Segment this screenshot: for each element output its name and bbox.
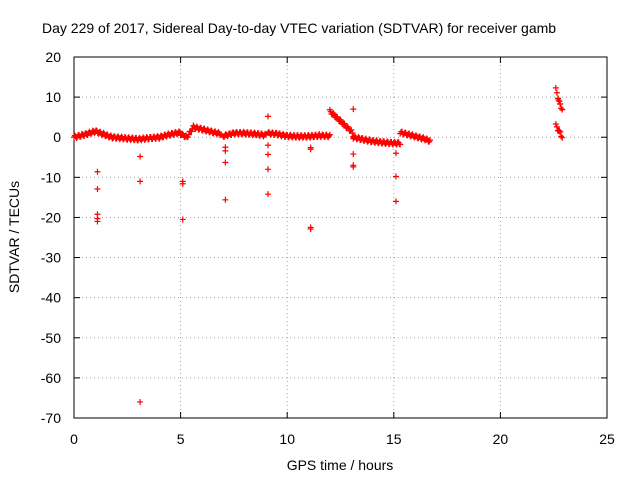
outlier-point	[392, 150, 399, 157]
axis-ticks	[73, 56, 608, 419]
data-point	[349, 129, 356, 136]
outlier-point	[350, 106, 357, 113]
y-tick-label: -20	[41, 209, 61, 225]
data-point	[559, 106, 566, 113]
x-tick-label: 25	[599, 431, 615, 447]
y-tick-label: -30	[41, 250, 61, 266]
outlier-point	[94, 218, 101, 225]
data-point	[423, 135, 430, 142]
outlier-point	[307, 226, 314, 233]
outlier-point	[350, 163, 357, 170]
outlier-point	[179, 216, 186, 223]
data-point	[552, 120, 559, 127]
x-tick-label: 15	[386, 431, 402, 447]
data-point	[557, 101, 564, 108]
plot-frame	[73, 56, 608, 419]
data-point	[557, 129, 564, 136]
x-tick-labels: 0 5 10 15 20 25	[70, 431, 615, 447]
outlier-point	[179, 180, 186, 187]
data-point	[556, 127, 563, 134]
outlier-point	[137, 153, 144, 160]
data-point	[555, 97, 562, 104]
data-point	[185, 131, 192, 138]
chart-title: Day 229 of 2017, Sidereal Day-to-day VTE…	[42, 20, 556, 36]
outlier-point	[94, 168, 101, 175]
outlier-point	[392, 198, 399, 205]
y-tick-label: -40	[41, 290, 61, 306]
outlier-point	[265, 142, 272, 149]
y-tick-label: 10	[45, 89, 61, 105]
data-point	[558, 105, 565, 112]
data-point	[188, 128, 195, 135]
y-tick-label: -60	[41, 370, 61, 386]
data-point	[427, 137, 434, 144]
data-point	[326, 131, 333, 138]
data-point	[559, 134, 566, 141]
data-point	[553, 89, 560, 96]
outlier-point	[350, 151, 357, 158]
outlier-point	[94, 185, 101, 192]
outlier-point	[392, 173, 399, 180]
y-tick-label: 0	[53, 129, 61, 145]
data-points	[71, 84, 566, 405]
outlier-point	[265, 151, 272, 158]
outlier-point	[222, 196, 229, 203]
y-tick-labels: -70 -60 -50 -40 -30 -20 -10 0 10 20	[41, 49, 61, 426]
outlier-point	[265, 166, 272, 173]
data-point	[558, 133, 565, 140]
data-point	[179, 130, 186, 137]
y-axis-label: SDTVAR / TECUs	[6, 181, 22, 293]
y-tick-label: 20	[45, 49, 61, 65]
x-tick-label: 0	[70, 431, 78, 447]
x-tick-label: 5	[177, 431, 185, 447]
data-point	[552, 84, 559, 91]
outlier-point	[222, 159, 229, 166]
data-point	[100, 129, 107, 136]
outlier-point	[137, 398, 144, 405]
y-tick-label: -70	[41, 410, 61, 426]
data-point	[556, 98, 563, 105]
outlier-point	[137, 178, 144, 185]
outlier-point	[265, 191, 272, 198]
data-point	[397, 141, 404, 148]
data-point	[553, 123, 560, 130]
x-tick-label: 10	[279, 431, 295, 447]
x-tick-label: 20	[493, 431, 509, 447]
x-axis-label: GPS time / hours	[287, 457, 394, 473]
outlier-point	[265, 113, 272, 120]
y-tick-label: -10	[41, 169, 61, 185]
data-point	[326, 132, 333, 139]
grid-lines	[74, 57, 607, 418]
outlier-point	[222, 147, 229, 154]
data-point	[348, 126, 355, 133]
outlier-point	[307, 146, 314, 153]
y-tick-label: -50	[41, 330, 61, 346]
